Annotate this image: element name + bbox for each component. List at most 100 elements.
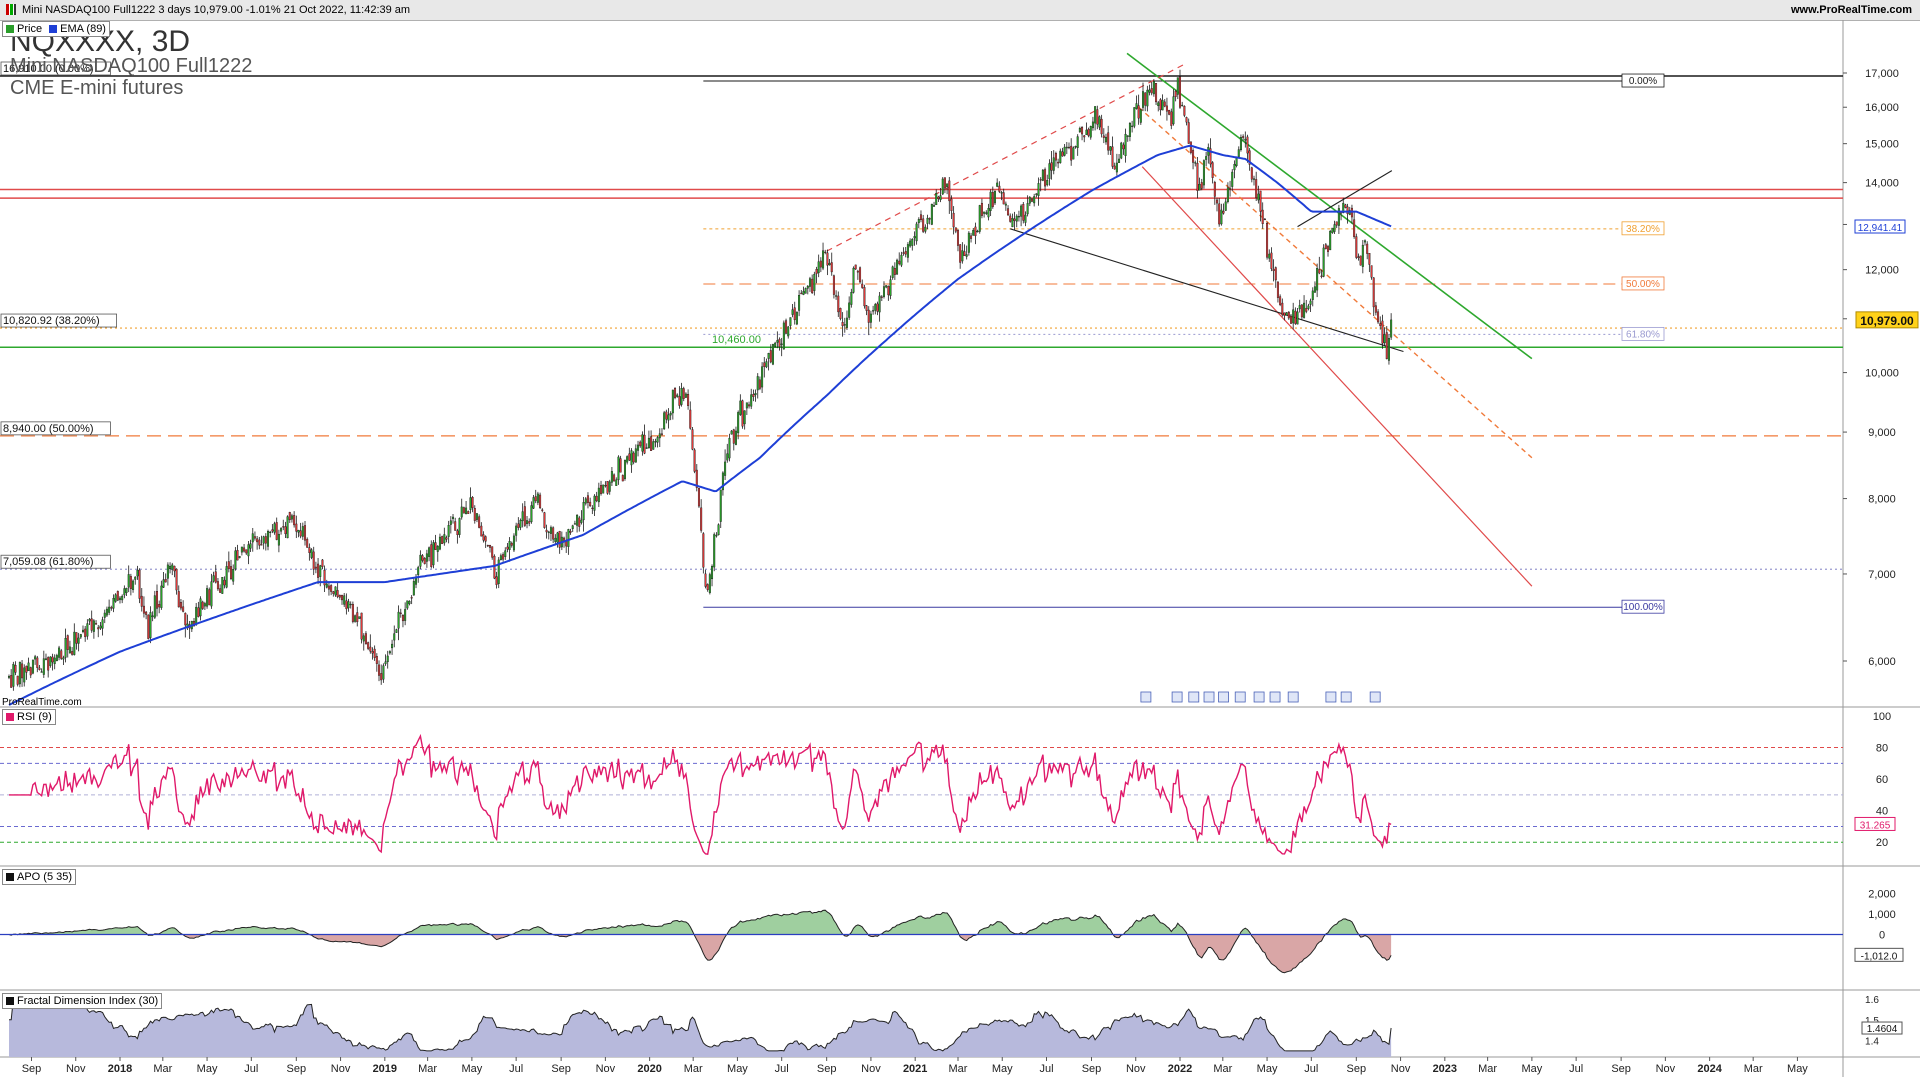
candle (617, 456, 620, 481)
site-url[interactable]: www.ProRealTime.com (1790, 4, 1912, 16)
candle (813, 273, 816, 291)
candle (748, 404, 751, 407)
candle (238, 556, 241, 558)
candle (848, 302, 851, 318)
candle (1222, 211, 1225, 214)
candle (1231, 171, 1234, 187)
candle (717, 524, 720, 536)
rsi-legend[interactable]: RSI (9) (2, 709, 56, 725)
candle (445, 537, 448, 540)
x-tick-label: Nov (66, 1063, 86, 1075)
candle (1237, 149, 1240, 157)
candle (891, 266, 894, 278)
candle (645, 447, 648, 449)
candle (767, 353, 770, 359)
candle (756, 376, 759, 391)
candle (38, 667, 41, 670)
candle (586, 495, 589, 503)
candle (1122, 144, 1125, 150)
rsi-swatch-icon (6, 713, 14, 721)
x-tick-label: Nov (1656, 1063, 1676, 1075)
candle (1022, 204, 1025, 221)
candle (724, 461, 727, 476)
fdi-legend[interactable]: Fractal Dimension Index (30) (2, 993, 163, 1009)
candle (462, 507, 465, 514)
candle (460, 506, 463, 518)
candle (92, 620, 95, 632)
apo-legend[interactable]: APO (5 35) (2, 869, 77, 885)
candle (623, 459, 626, 479)
candle (484, 536, 487, 542)
candle (1226, 187, 1229, 202)
event-calendar-icon (1188, 691, 1200, 703)
candle (808, 278, 811, 287)
candle (290, 515, 293, 520)
candle (58, 647, 61, 658)
candle (909, 240, 912, 247)
candle (197, 607, 200, 617)
candle (539, 494, 542, 508)
candle (234, 550, 237, 570)
candle (343, 595, 346, 605)
candle (1100, 118, 1103, 135)
apo-tick-label: 1,000 (1868, 909, 1896, 921)
x-tick-label: May (1521, 1063, 1542, 1075)
candle (1385, 332, 1388, 360)
candle (347, 601, 350, 609)
candle (404, 609, 407, 621)
event-calendar-icon (1140, 691, 1152, 703)
candle (295, 523, 298, 532)
candle (1296, 311, 1299, 325)
candle (336, 590, 339, 598)
candle (1083, 135, 1086, 138)
candle (1148, 89, 1151, 93)
apo-tick-label: 0 (1879, 930, 1885, 942)
level-label-box (0, 421, 111, 436)
candle (1168, 109, 1171, 115)
x-tick-label: Mar (1744, 1063, 1763, 1075)
candle (543, 512, 546, 528)
candle (428, 547, 431, 557)
candle (1128, 123, 1131, 137)
x-tick-label: Jul (1569, 1063, 1583, 1075)
apo-value-label: -1,012.0 (1861, 951, 1898, 962)
candle (164, 579, 167, 583)
candle (959, 244, 962, 263)
price-legend[interactable]: Price EMA (89) (2, 21, 110, 37)
candle (327, 585, 330, 590)
candle (1015, 215, 1018, 222)
candle (1233, 164, 1236, 171)
candle (212, 575, 215, 582)
candle (1239, 137, 1242, 151)
x-tick-label: Jul (509, 1063, 523, 1075)
event-calendar-icon (1269, 691, 1281, 703)
candle (1102, 135, 1105, 138)
candle (364, 633, 367, 645)
candle (1059, 150, 1062, 163)
candle (1013, 218, 1016, 221)
candle (948, 180, 951, 202)
candle (1046, 180, 1049, 186)
candle (989, 191, 992, 211)
fib-label: 38.20% (1626, 224, 1660, 235)
candle (798, 295, 801, 311)
x-tick-label: 2024 (1697, 1063, 1722, 1075)
level-labels: 16,910.00 (0.00%) 10,820.92 (38.20%) 10,46… (0, 61, 1919, 614)
candle (1033, 196, 1036, 204)
legend-price: Price (17, 23, 43, 35)
candle (251, 533, 254, 543)
candle (282, 526, 285, 528)
candle (904, 251, 907, 255)
candle (14, 665, 17, 673)
candle (86, 623, 89, 637)
rsi-tick-label: 100 (1873, 711, 1891, 723)
candle (743, 410, 746, 425)
candle (1063, 146, 1066, 156)
candle (1113, 165, 1116, 170)
candle (1300, 304, 1303, 318)
candle (702, 533, 705, 568)
candle (247, 544, 250, 557)
candle (911, 239, 914, 246)
candle (1044, 169, 1047, 187)
